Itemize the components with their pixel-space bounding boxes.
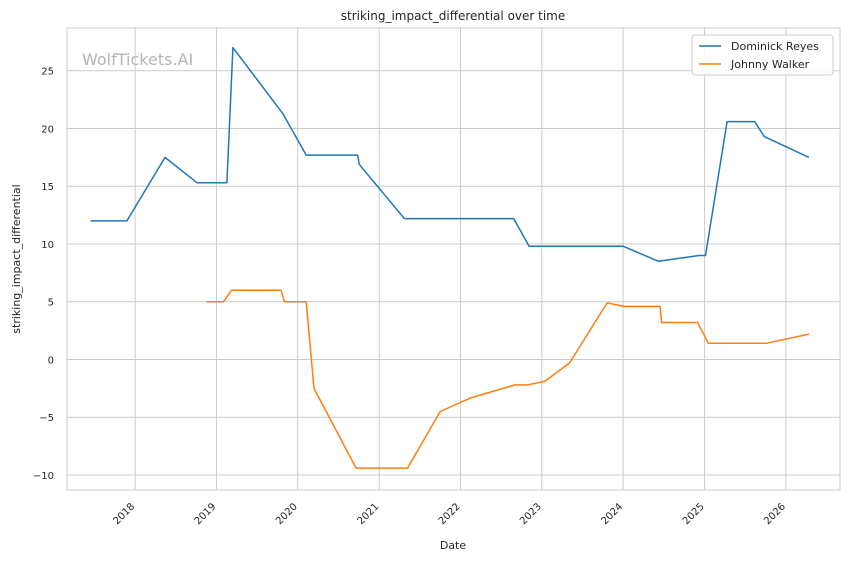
legend-label-johnny-walker: Johnny Walker (730, 58, 810, 71)
chart-title: striking_impact_differential over time (341, 9, 566, 23)
y-tick-label-20: 20 (41, 124, 54, 135)
legend: Dominick Reyes Johnny Walker (691, 34, 834, 76)
watermark: WolfTickets.AI (82, 50, 193, 69)
y-tick-label-10: −10 (33, 471, 54, 482)
legend-box (691, 34, 834, 76)
y-tick-label-0: 0 (48, 355, 54, 366)
y-tick-label-5: 5 (48, 298, 54, 309)
grid-lines (67, 28, 840, 490)
series-line-dominick-reyes (90, 46, 810, 263)
y-axis-ticks: 25 20 15 10 5 0 −5 −10 (33, 67, 54, 482)
plot-frame (66, 27, 841, 491)
y-tick-label-15: 15 (41, 182, 54, 193)
y-tick-label-25: 25 (41, 67, 54, 78)
series-line-johnny-walker (206, 289, 810, 469)
y-tick-label-5: −5 (39, 413, 54, 424)
x-axis-label: Date (440, 539, 467, 552)
y-axis-label: striking_impact_differential (10, 184, 23, 333)
series-layer (90, 46, 810, 469)
legend-label-dominick-reyes: Dominick Reyes (731, 40, 819, 53)
y-tick-label-10: 10 (41, 240, 54, 251)
